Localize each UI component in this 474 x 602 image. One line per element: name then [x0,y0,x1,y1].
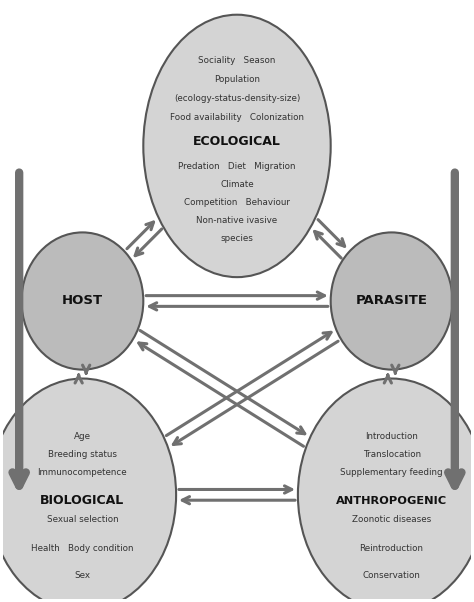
Text: Sexual selection: Sexual selection [46,515,118,524]
Text: Immunocompetence: Immunocompetence [37,468,127,477]
Text: ECOLOGICAL: ECOLOGICAL [193,135,281,147]
Ellipse shape [331,232,453,370]
Text: Reintroduction: Reintroduction [360,544,424,553]
Text: Age: Age [74,432,91,441]
Text: ANTHROPOGENIC: ANTHROPOGENIC [336,496,447,506]
Text: Population: Population [214,75,260,84]
Text: Translocation: Translocation [363,450,420,459]
Text: Competition   Behaviour: Competition Behaviour [184,198,290,207]
Text: (ecology-status-density-size): (ecology-status-density-size) [174,94,300,103]
Text: Breeding status: Breeding status [48,450,117,459]
Ellipse shape [0,379,176,602]
Text: Conservation: Conservation [363,571,420,580]
Text: species: species [220,234,254,243]
Text: PARASITE: PARASITE [356,294,428,308]
Text: Food availability   Colonization: Food availability Colonization [170,113,304,122]
Text: Non-native ivasive: Non-native ivasive [196,216,278,225]
Ellipse shape [298,379,474,602]
Text: Zoonotic diseases: Zoonotic diseases [352,515,431,524]
Text: HOST: HOST [62,294,103,308]
Text: Introduction: Introduction [365,432,418,441]
Text: Supplementary feeding: Supplementary feeding [340,468,443,477]
Text: Predation   Diet   Migration: Predation Diet Migration [178,163,296,172]
Text: Sex: Sex [74,571,91,580]
Text: Sociality   Season: Sociality Season [198,55,276,64]
Ellipse shape [143,14,331,277]
Ellipse shape [21,232,143,370]
Text: Climate: Climate [220,180,254,189]
Text: BIOLOGICAL: BIOLOGICAL [40,494,125,507]
Text: Health   Body condition: Health Body condition [31,544,134,553]
